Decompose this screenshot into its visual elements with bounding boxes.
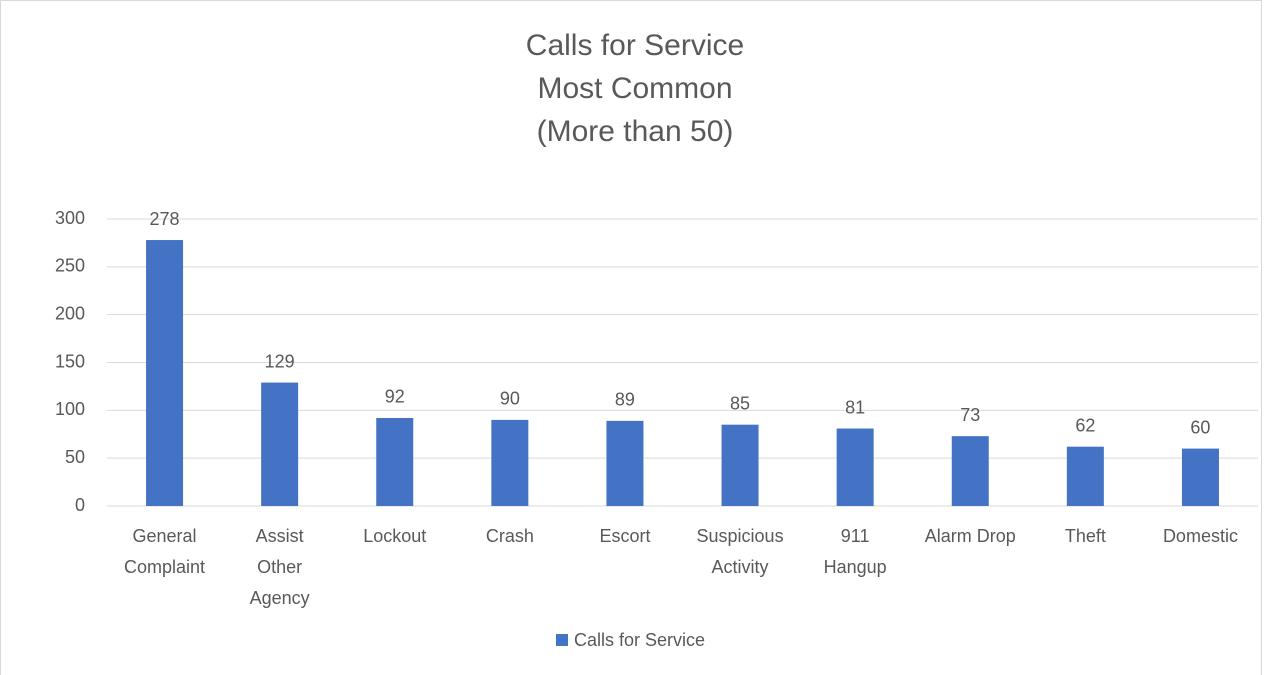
chart-title: Most Common <box>537 72 732 105</box>
data-label: 92 <box>385 387 405 407</box>
data-label: 85 <box>730 393 750 413</box>
x-tick-label: Activity <box>712 557 769 577</box>
x-tick-label: Suspicious <box>697 526 784 546</box>
bar <box>146 240 184 506</box>
bar <box>951 436 989 506</box>
y-tick-label: 300 <box>55 208 85 228</box>
x-tick-label: Other <box>257 557 302 577</box>
y-tick-label: 0 <box>75 495 85 515</box>
y-tick-label: 100 <box>55 399 85 419</box>
legend-label: Calls for Service <box>574 630 705 650</box>
x-tick-label: 911 <box>841 526 870 546</box>
bar <box>721 424 759 506</box>
bar <box>376 417 414 506</box>
data-label: 60 <box>1190 417 1210 437</box>
data-label: 73 <box>960 405 980 425</box>
data-label: 62 <box>1075 415 1095 435</box>
x-tick-label: Assist <box>256 526 304 546</box>
x-tick-label: Lockout <box>363 526 426 546</box>
chart-title: (More than 50) <box>537 115 734 148</box>
x-tick-label: Agency <box>250 588 310 608</box>
data-label: 278 <box>150 209 180 229</box>
y-tick-label: 50 <box>65 447 85 467</box>
bar <box>1181 448 1219 506</box>
chart-title: Calls for Service <box>526 29 744 62</box>
bar <box>491 419 529 506</box>
x-tick-label: Escort <box>599 526 650 546</box>
bar <box>1066 446 1104 506</box>
x-tick-label: General <box>133 526 197 546</box>
legend-swatch <box>556 634 568 646</box>
y-tick-label: 150 <box>55 351 85 371</box>
x-tick-label: Domestic <box>1163 526 1238 546</box>
bar <box>261 382 299 506</box>
x-tick-label: Crash <box>486 526 534 546</box>
x-tick-label: Alarm Drop <box>925 526 1016 546</box>
bar <box>606 420 644 506</box>
data-label: 90 <box>500 389 520 409</box>
x-tick-label: Theft <box>1065 526 1106 546</box>
data-label: 89 <box>615 390 635 410</box>
data-label: 129 <box>265 351 295 371</box>
bar <box>836 428 874 506</box>
x-tick-label: Complaint <box>124 557 205 577</box>
x-tick-label: Hangup <box>824 557 887 577</box>
data-label: 81 <box>845 397 865 417</box>
y-tick-label: 200 <box>55 303 85 323</box>
y-tick-label: 250 <box>55 256 85 276</box>
